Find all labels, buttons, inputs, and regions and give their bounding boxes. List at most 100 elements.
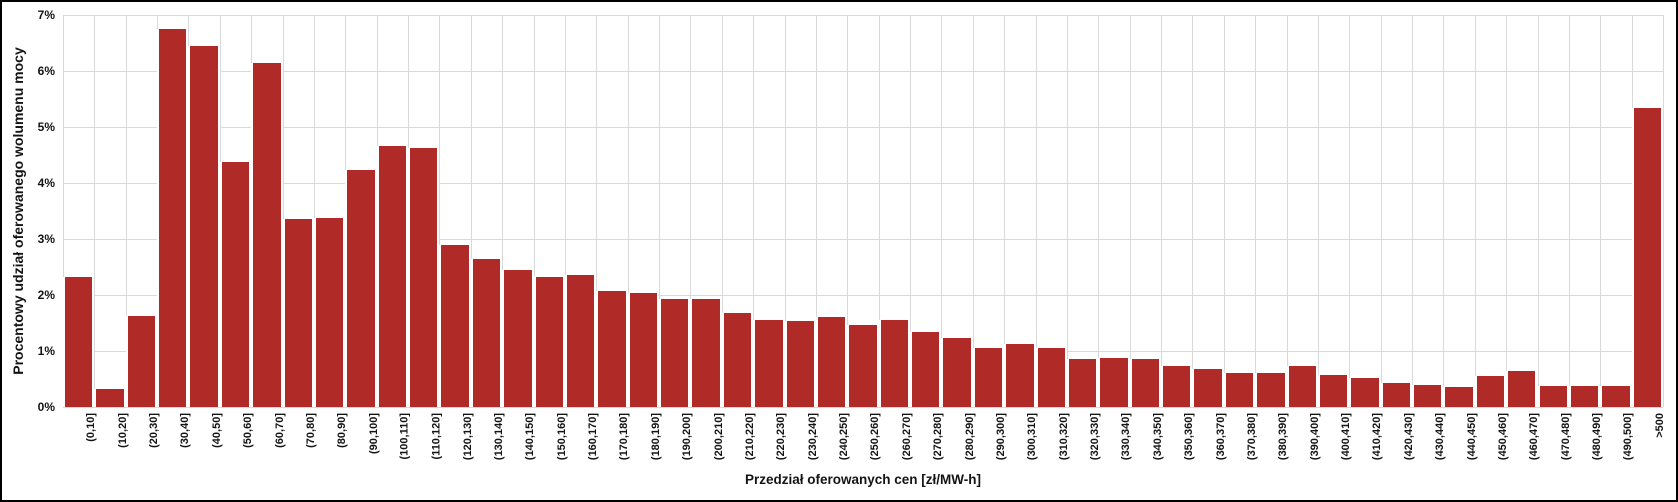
bar-(230,240] (784, 321, 816, 407)
h-gridline (63, 239, 1663, 240)
x-tick-label: (380,390] (1277, 413, 1290, 461)
bar-(380,390] (1255, 373, 1287, 407)
bar-(470,480] (1537, 386, 1569, 407)
v-gridline (313, 15, 315, 407)
x-tick-label: (440,450] (1465, 413, 1478, 461)
bar-(400,410] (1317, 375, 1350, 407)
bar-(370,380] (1223, 373, 1256, 407)
v-gridline (1286, 15, 1288, 407)
bar-(250,260] (847, 324, 879, 407)
bar-(410,420] (1349, 378, 1381, 407)
bar-(210,220] (721, 312, 754, 407)
v-gridline (941, 15, 943, 407)
x-tick-label: (160,170] (587, 413, 600, 461)
v-gridline (1004, 15, 1006, 407)
y-tick-label: 5% (37, 120, 55, 134)
bar-(50,60] (219, 162, 252, 407)
v-gridline (910, 15, 912, 407)
bar-(20,30] (125, 316, 158, 407)
bar-(80,90] (313, 217, 346, 407)
x-tick-label: (240,250] (838, 413, 851, 461)
v-gridline (1443, 15, 1445, 407)
v-gridline (753, 15, 755, 407)
bar-(180,190] (627, 292, 660, 407)
x-tick-label: (130,140] (493, 413, 506, 461)
bar-(340,350] (1129, 359, 1162, 407)
bar-(200,210] (690, 299, 722, 407)
x-tick-label: (480,490] (1591, 413, 1604, 461)
bar-(310,320] (1035, 347, 1067, 407)
x-tick-label: (10,20] (116, 413, 129, 448)
v-gridline (1255, 15, 1257, 407)
x-tick-label: (390,400] (1308, 413, 1321, 461)
x-tick-label: (340,350] (1151, 413, 1164, 461)
x-tick-label: (270,280] (932, 413, 945, 461)
y-tick-label: 1% (37, 344, 55, 358)
bar-(190,200] (659, 299, 691, 407)
x-tick-label: (420,430] (1402, 413, 1415, 461)
h-gridline (63, 71, 1663, 72)
v-gridline (1474, 15, 1476, 407)
bar-(460,470] (1506, 371, 1538, 407)
bar-(170,180] (596, 290, 628, 407)
bar-(110,120] (408, 148, 440, 407)
x-tick-label: (170,180] (618, 413, 631, 461)
v-gridline (1349, 15, 1351, 407)
bar-(60,70] (251, 63, 283, 407)
x-tick-label: (350,360] (1183, 413, 1196, 461)
bar-(280,290] (941, 337, 973, 407)
v-gridline (690, 15, 692, 407)
v-gridline (784, 15, 786, 407)
x-tick-label: (50,60] (242, 413, 255, 448)
v-gridline (502, 15, 504, 407)
bar-(270,280] (910, 331, 942, 407)
v-gridline (1317, 15, 1319, 407)
v-gridline (1098, 15, 1100, 407)
v-gridline (1066, 15, 1068, 407)
bar-(420,430] (1380, 383, 1412, 407)
bar-(480,490] (1568, 386, 1601, 407)
bar-(100,110] (376, 146, 409, 407)
v-gridline (847, 15, 849, 407)
bar-(0,10] (63, 276, 95, 407)
bar-(430,440] (1412, 385, 1444, 407)
x-tick-label: (290,300] (995, 413, 1007, 461)
bar-(150,160] (533, 276, 565, 407)
x-tick-label: (430,440] (1434, 413, 1447, 461)
x-tick-label: (330,340] (1120, 413, 1133, 461)
v-gridline (1506, 15, 1508, 407)
v-gridline (63, 15, 64, 407)
x-tick-label: (20,30] (147, 413, 160, 448)
v-gridline (564, 15, 566, 407)
y-tick-label: 6% (37, 64, 55, 78)
v-gridline (1192, 15, 1194, 407)
x-tick-label: (140,150] (524, 413, 537, 461)
x-tick-label: (280,290] (963, 413, 976, 461)
x-tick-label: (60,70] (273, 413, 286, 448)
bar-(260,270] (878, 320, 911, 407)
bar-(450,460] (1474, 375, 1507, 407)
y-tick-label: 7% (37, 8, 55, 22)
v-gridline (627, 15, 629, 407)
y-axis-title: Procentowy udział oferowanego wolumenu m… (10, 47, 26, 375)
bar-(120,130] (439, 245, 471, 407)
x-tick-label: (90,100] (367, 413, 380, 454)
x-tick-label: (80,90] (336, 413, 349, 448)
bar-(90,100] (345, 170, 377, 407)
v-gridline (439, 15, 441, 407)
v-gridline (1537, 15, 1539, 407)
x-tick-label: (210,220] (744, 413, 757, 461)
bar-(290,300] (972, 348, 1005, 407)
v-gridline (125, 15, 127, 407)
bar-(350,360] (1161, 366, 1193, 407)
v-gridline (1161, 15, 1163, 407)
bar-(130,140] (470, 259, 503, 407)
h-gridline (63, 295, 1663, 296)
x-tick-label: (190,200] (681, 413, 694, 461)
bar-(240,250] (815, 317, 848, 407)
x-tick-label: (40,50] (210, 413, 223, 448)
x-axis-title: Przedział oferowanych cen [zł/MW-h] (744, 472, 981, 487)
bar-(160,170] (564, 274, 597, 407)
x-tick-label: (450,460] (1496, 413, 1509, 461)
